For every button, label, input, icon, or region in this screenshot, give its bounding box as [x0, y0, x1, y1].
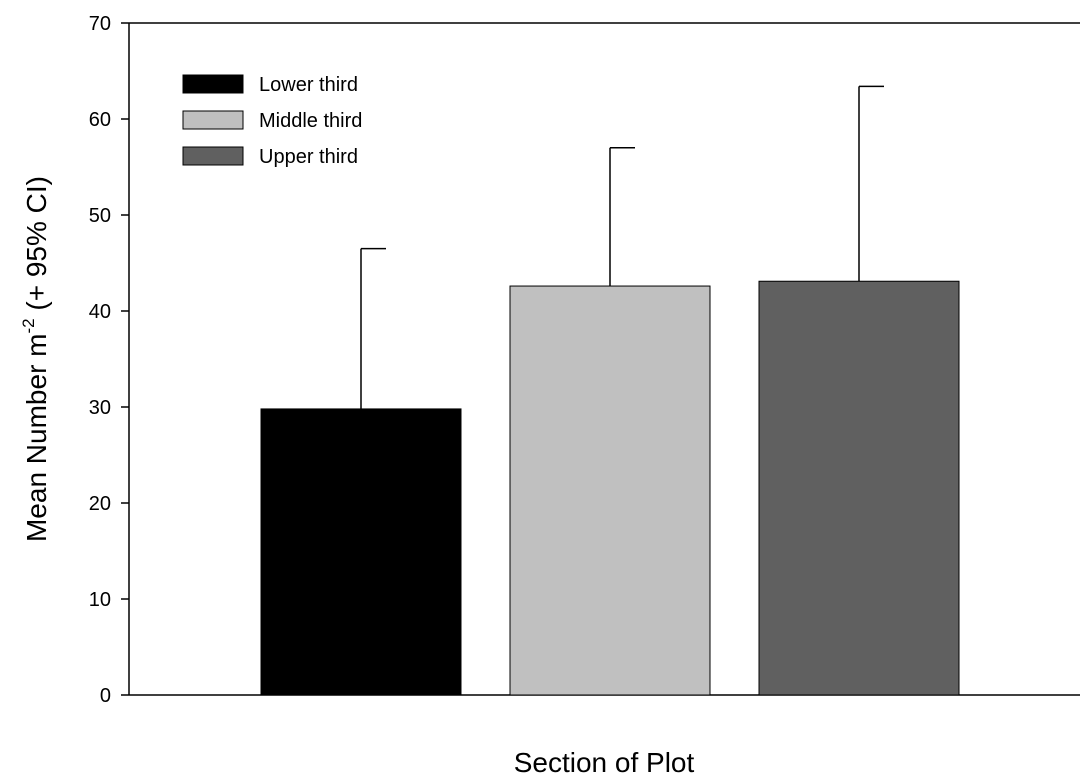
legend-label: Upper third	[259, 146, 358, 168]
y-ticks: 0 10 20 30 40 50 60 70	[89, 13, 129, 707]
y-tick-label: 70	[89, 13, 111, 35]
legend-label: Lower third	[259, 74, 358, 96]
legend-swatch	[182, 146, 244, 166]
y-tick-label: 0	[100, 685, 111, 707]
y-tick-label: 50	[89, 205, 111, 227]
y-tick-label: 60	[89, 109, 111, 131]
legend-swatch	[182, 74, 244, 94]
y-axis-title: Mean Number m-2 (+ 95% CI)	[19, 176, 52, 542]
y-axis-title-main: Mean Number m	[21, 334, 52, 543]
legend-swatch	[182, 110, 244, 130]
x-axis-title: Section of Plot	[514, 747, 695, 778]
bars	[260, 280, 960, 696]
y-tick-label: 10	[89, 589, 111, 611]
bar	[509, 285, 711, 696]
bar	[260, 408, 462, 696]
y-axis-title-superscript: -2	[19, 318, 38, 333]
legend-label: Middle third	[259, 110, 362, 132]
y-tick-label: 20	[89, 493, 111, 515]
legend: Lower third Middle third Upper third	[182, 74, 362, 168]
error-bars	[360, 85, 884, 409]
y-tick-label: 30	[89, 397, 111, 419]
y-axis-title-suffix: (+ 95% CI)	[21, 176, 52, 318]
bar	[758, 280, 960, 696]
y-tick-label: 40	[89, 301, 111, 323]
